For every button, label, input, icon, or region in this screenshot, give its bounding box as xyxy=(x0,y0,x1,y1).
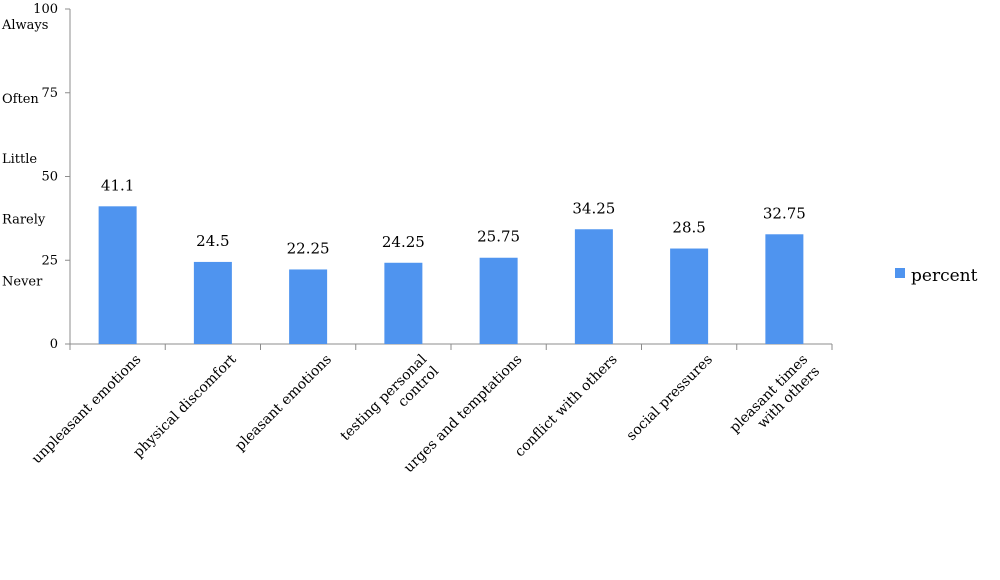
data-label: 41.1 xyxy=(101,176,134,194)
legend-label: percent xyxy=(911,266,978,286)
bar xyxy=(574,229,613,344)
data-label: 32.75 xyxy=(763,204,806,222)
bar xyxy=(384,262,423,344)
category-label-line: conflict with others xyxy=(512,352,621,461)
y-tick-label: 100 xyxy=(33,2,58,17)
frequency-label: Often xyxy=(2,92,39,107)
category-label: social pressures xyxy=(624,352,716,444)
category-label: unpleasant emotions xyxy=(29,352,145,468)
data-label: 28.5 xyxy=(672,219,705,237)
y-tick-label: 50 xyxy=(41,170,58,185)
bar xyxy=(289,269,328,344)
frequency-label: Always xyxy=(1,18,48,33)
category-label: conflict with others xyxy=(512,352,621,461)
legend-swatch xyxy=(895,268,905,278)
bar xyxy=(98,206,137,344)
bar xyxy=(193,261,232,344)
category-label: pleasant emotions xyxy=(232,352,335,455)
category-label-line: physical discomfort xyxy=(130,351,240,461)
bar xyxy=(670,248,709,344)
frequency-label: Rarely xyxy=(2,212,46,227)
category-label: physical discomfort xyxy=(130,351,240,461)
category-label-line: social pressures xyxy=(624,352,716,444)
category-label-line: unpleasant emotions xyxy=(29,352,145,468)
bar xyxy=(765,234,804,344)
data-label: 25.75 xyxy=(477,228,520,246)
data-label: 24.5 xyxy=(196,232,229,250)
category-label-line: pleasant emotions xyxy=(232,352,335,455)
data-label: 24.25 xyxy=(382,233,425,251)
frequency-label: Little xyxy=(2,152,37,167)
bar xyxy=(479,257,518,344)
data-label: 22.25 xyxy=(287,239,330,257)
y-tick-label: 75 xyxy=(41,86,58,101)
frequency-label: Never xyxy=(2,274,43,289)
data-label: 34.25 xyxy=(572,199,615,217)
category-label: pleasant timeswith others xyxy=(727,352,823,448)
y-tick-label: 25 xyxy=(41,253,58,268)
y-tick-label: 0 xyxy=(50,337,58,352)
